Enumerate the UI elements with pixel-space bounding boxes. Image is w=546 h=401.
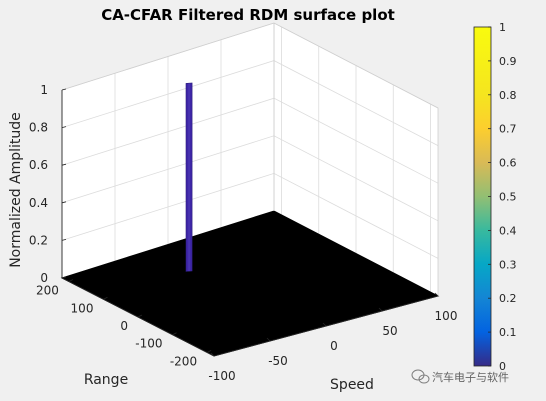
x-tick-mark bbox=[210, 352, 215, 357]
chart-title: CA-CFAR Filtered RDM surface plot bbox=[101, 6, 395, 24]
x-tick-mark bbox=[434, 292, 439, 297]
y-tick-mark bbox=[68, 279, 74, 282]
y-tick-label: 200 bbox=[36, 284, 59, 298]
colorbar-ticks: 0 0.1 0.2 0.3 0.4 0.5 0.6 0.7 0.8 0.9 1 bbox=[488, 21, 517, 373]
z-tick-mark bbox=[61, 163, 67, 166]
x-axis-label: Speed bbox=[330, 377, 374, 393]
colorbar-tick-label: 0 bbox=[499, 360, 506, 373]
y-tick-label: 0 bbox=[120, 319, 128, 333]
x-tick-mark bbox=[378, 307, 383, 312]
z-tick-label: 0.2 bbox=[29, 233, 48, 247]
z-tick-label: 0.8 bbox=[29, 121, 48, 135]
x-tick-label: 50 bbox=[382, 324, 397, 338]
z-tick-label: 0.4 bbox=[29, 196, 48, 210]
z-tick-label: 0 bbox=[40, 271, 48, 285]
colorbar-tick-label: 0.6 bbox=[499, 157, 517, 170]
x-tick-label: -50 bbox=[268, 354, 288, 368]
y-tick-mark bbox=[172, 332, 177, 336]
x-tick-label: 100 bbox=[435, 309, 458, 323]
x-tick-label: -100 bbox=[208, 369, 235, 383]
y-tick-label: -200 bbox=[170, 354, 197, 368]
y-axis-label: Range bbox=[84, 372, 128, 388]
x-tick-label: 0 bbox=[330, 339, 338, 353]
z-axis-label: Normalized Amplitude bbox=[8, 112, 24, 268]
z-tick-mark bbox=[61, 88, 67, 91]
box-back-edges bbox=[61, 22, 439, 296]
colorbar-tick-label: 0.1 bbox=[499, 326, 517, 339]
colorbar-tick-label: 0.8 bbox=[499, 89, 517, 102]
x-tick-mark bbox=[322, 322, 327, 327]
watermark-text: 汽车电子与软件 bbox=[432, 370, 509, 384]
colorbar-tick-label: 0.4 bbox=[499, 224, 517, 237]
z-tick-mark bbox=[61, 239, 67, 241]
z-tick-mark bbox=[61, 201, 67, 204]
colorbar-tick-label: 0.2 bbox=[499, 292, 517, 305]
watermark: 汽车电子与软件 bbox=[411, 369, 509, 384]
wechat-icon bbox=[411, 369, 430, 384]
y-tick-label: -100 bbox=[135, 337, 162, 351]
axes-3d: 0 0.2 0.4 0.6 0.8 1 -200 -100 0 100 200 -100 -50 0 50 1… bbox=[29, 22, 458, 383]
y-tick-mark bbox=[103, 296, 108, 300]
x-tick-mark bbox=[266, 337, 271, 342]
y-tick-label: 100 bbox=[71, 301, 94, 315]
z-tick-label: 1 bbox=[40, 83, 48, 97]
colorbar-tick-label: 0.3 bbox=[499, 258, 517, 271]
z-tick-mark bbox=[61, 276, 67, 279]
colorbar-tick-label: 1 bbox=[499, 21, 506, 34]
colorbar-tick-label: 0.7 bbox=[499, 123, 517, 136]
y-tick-mark bbox=[137, 314, 143, 318]
colorbar-tick-label: 0.9 bbox=[499, 55, 517, 68]
colorbar-tick-label: 0.5 bbox=[499, 191, 517, 204]
z-tick-mark bbox=[61, 126, 67, 128]
z-tick-label: 0.6 bbox=[29, 158, 48, 172]
y-tick-mark bbox=[206, 350, 212, 353]
